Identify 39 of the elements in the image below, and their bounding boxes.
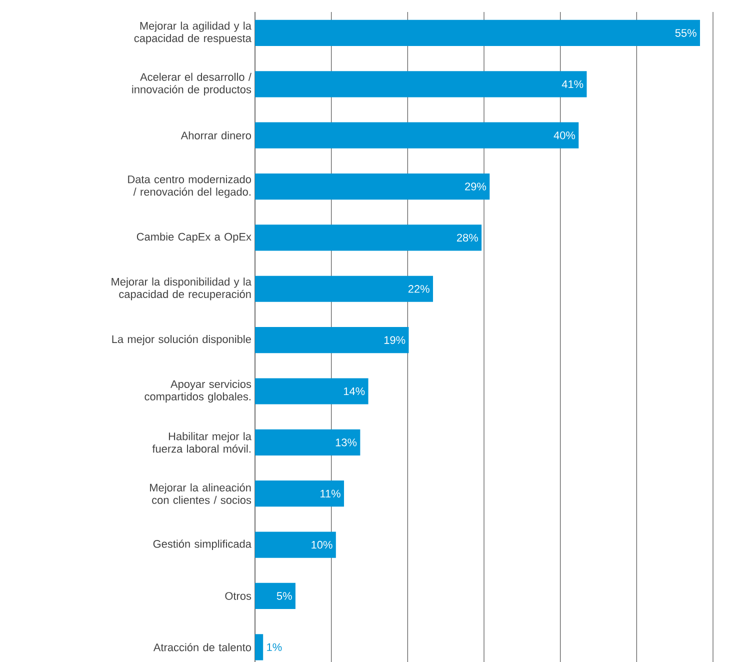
bar bbox=[255, 429, 360, 456]
data-label: 55% bbox=[675, 29, 696, 37]
y-tick-label: La mejor solución disponible bbox=[112, 334, 251, 346]
data-label: 13% bbox=[336, 438, 357, 446]
data-label: 41% bbox=[562, 80, 584, 88]
data-label: 14% bbox=[344, 387, 365, 396]
bar bbox=[255, 532, 336, 558]
data-label: 10% bbox=[312, 540, 332, 549]
y-tick-label: Habilitar mejor la fuerza laboral móvil. bbox=[152, 432, 252, 453]
y-tick-label: Mejorar la disponibilidad y la capacidad de recuperación bbox=[112, 278, 252, 300]
bar bbox=[255, 276, 434, 302]
bar bbox=[255, 634, 264, 660]
bar bbox=[255, 327, 409, 354]
y-tick-label: Ahorrar dinero bbox=[180, 131, 251, 140]
data-label: 11% bbox=[320, 490, 340, 498]
bar bbox=[255, 71, 587, 98]
y-tick-label: Otros bbox=[225, 592, 252, 600]
data-label: 28% bbox=[456, 234, 478, 242]
y-tick-label: Mejorar la alineación con clientes / socios bbox=[150, 483, 252, 504]
bar bbox=[255, 480, 344, 507]
bar bbox=[255, 20, 700, 46]
y-tick-label: Data centro modernizado / renovación del legado. bbox=[128, 175, 251, 198]
data-label: 29% bbox=[465, 182, 486, 190]
bar bbox=[255, 582, 296, 610]
data-label: 19% bbox=[384, 336, 406, 344]
bar bbox=[255, 122, 579, 148]
data-label: 1% bbox=[267, 643, 282, 651]
y-tick-label: Mejorar la agilidad y la capacidad de respuesta bbox=[134, 22, 252, 44]
y-tick-label: Gestión simplificada bbox=[153, 540, 252, 550]
bar bbox=[255, 224, 482, 251]
y-tick-label: Acelerar el desarrollo / innovación de productos bbox=[132, 72, 252, 96]
data-label: 40% bbox=[554, 131, 576, 140]
bar bbox=[255, 173, 490, 200]
y-tick-label: Cambie CapEx a OpEx bbox=[136, 232, 252, 243]
bar bbox=[255, 378, 368, 404]
data-label: 5% bbox=[276, 592, 292, 600]
y-tick-label: Atracción de talento bbox=[153, 643, 251, 652]
y-tick-label: Apoyar servicios compartidos globales. bbox=[144, 380, 252, 403]
data-label: 22% bbox=[408, 285, 430, 293]
